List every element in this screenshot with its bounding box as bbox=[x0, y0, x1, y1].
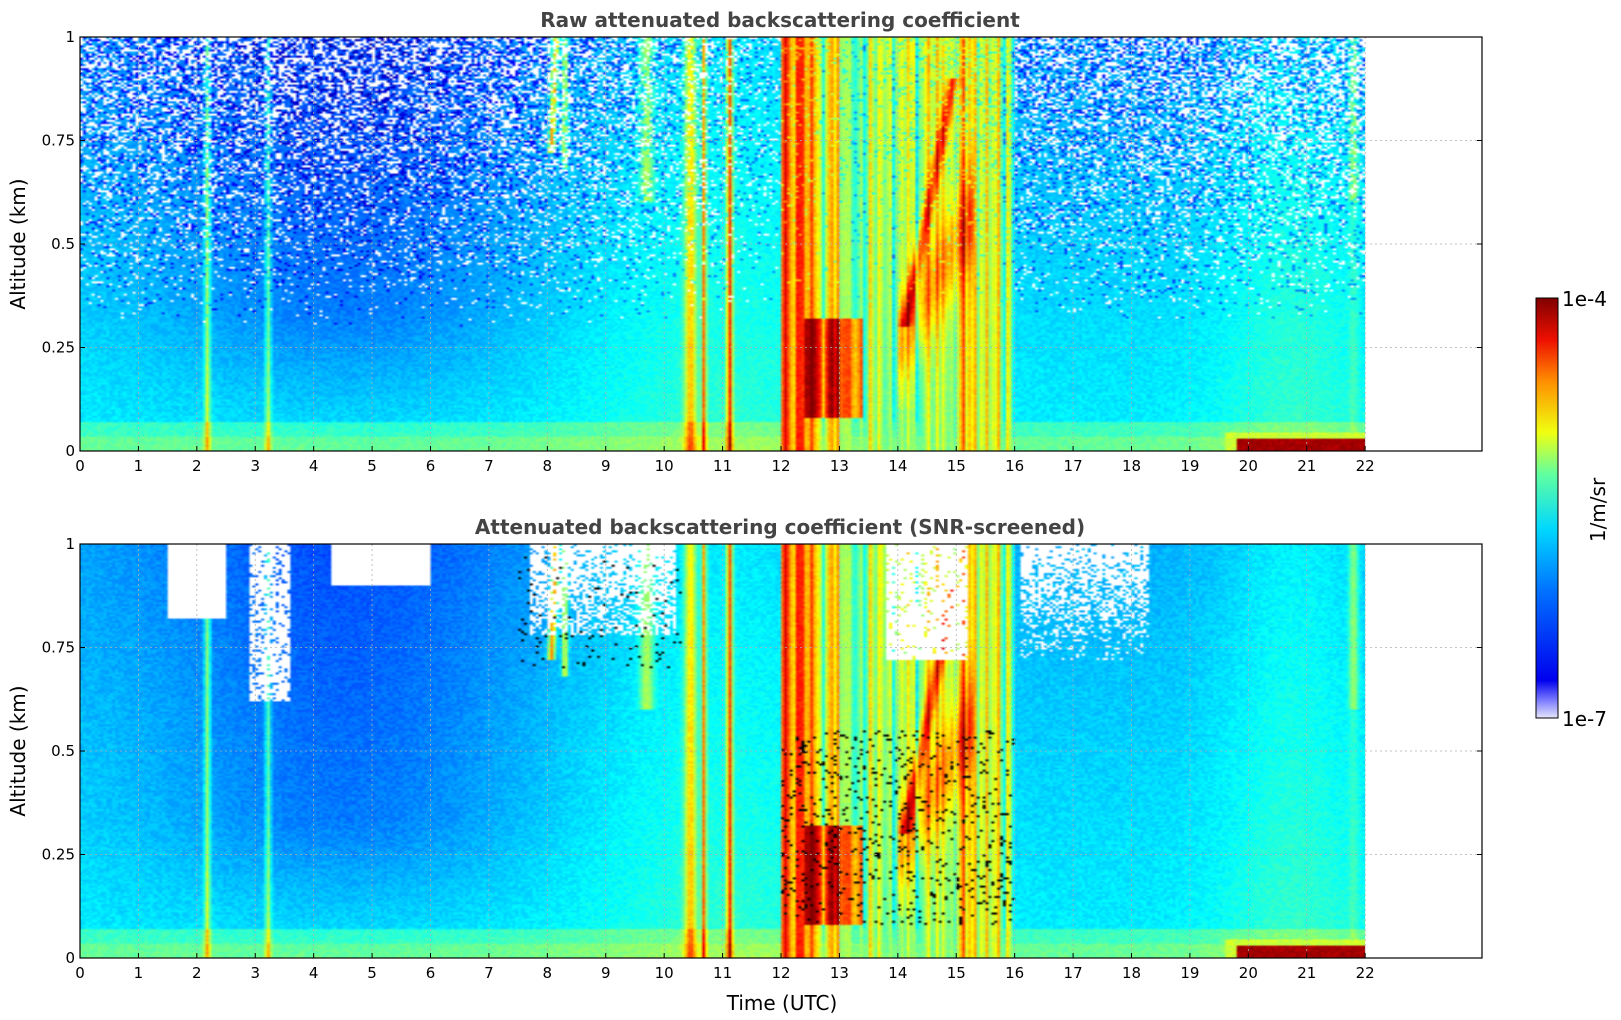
x-tick-label: 18 bbox=[1122, 457, 1141, 475]
x-tick-label: 3 bbox=[250, 457, 260, 475]
x-tick-label: 4 bbox=[309, 964, 319, 982]
y-tick-label: 1 bbox=[65, 28, 75, 46]
x-tick-label: 5 bbox=[367, 964, 377, 982]
x-tick-label: 17 bbox=[1064, 964, 1083, 982]
x-tick-label: 13 bbox=[830, 457, 849, 475]
y-tick-label: 0 bbox=[65, 949, 75, 967]
y-axis-label: Altitude (km) bbox=[6, 685, 30, 816]
x-tick-label: 11 bbox=[713, 457, 732, 475]
x-tick-label: 7 bbox=[484, 964, 494, 982]
y-tick-label: 1 bbox=[65, 535, 75, 553]
x-tick-label: 20 bbox=[1239, 457, 1258, 475]
grid-lines bbox=[80, 37, 1482, 451]
x-tick-label: 22 bbox=[1356, 964, 1375, 982]
x-tick-label: 6 bbox=[426, 964, 436, 982]
y-tick-label: 0.75 bbox=[42, 639, 75, 657]
x-tick-label: 0 bbox=[75, 457, 85, 475]
x-tick-label: 11 bbox=[713, 964, 732, 982]
y-tick-label: 0.5 bbox=[51, 235, 75, 253]
x-tick-label: 10 bbox=[655, 964, 674, 982]
y-tick-label: 0.25 bbox=[42, 846, 75, 864]
x-tick-label: 1 bbox=[134, 457, 144, 475]
x-tick-labels: 0 1 2 3 4 5 6 7 8 9 10 11 12 13 14 15 16 17 18 19 20 21 22 bbox=[75, 953, 1375, 982]
x-tick-label: 17 bbox=[1064, 457, 1083, 475]
x-tick-label: 21 bbox=[1297, 964, 1316, 982]
x-tick-label: 8 bbox=[543, 457, 553, 475]
x-tick-label: 2 bbox=[192, 964, 202, 982]
colorbar: 1e-4 1e-7 1/m/sr bbox=[1535, 287, 1610, 731]
x-tick-label: 9 bbox=[601, 964, 611, 982]
x-tick-label: 13 bbox=[830, 964, 849, 982]
x-tick-label: 14 bbox=[888, 457, 907, 475]
colorbar-gradient bbox=[1535, 297, 1559, 719]
x-axis-label: Time (UTC) bbox=[726, 991, 838, 1015]
panel-raw: Raw attenuated backscattering coefficien… bbox=[6, 8, 1483, 475]
x-tick-labels: 0 1 2 3 4 5 6 7 8 9 10 11 12 13 14 15 16 17 18 19 20 21 22 bbox=[75, 446, 1375, 475]
y-tick-label: 0.5 bbox=[51, 742, 75, 760]
y-tick-label: 0 bbox=[65, 442, 75, 460]
y-tick-labels: 0 0.25 0.5 0.75 1 bbox=[42, 28, 1482, 460]
panel-title: Attenuated backscattering coefficient (S… bbox=[475, 515, 1085, 539]
y-tick-label: 0.25 bbox=[42, 339, 75, 357]
x-tick-label: 20 bbox=[1239, 964, 1258, 982]
y-axis-label: Altitude (km) bbox=[6, 178, 30, 309]
x-tick-label: 2 bbox=[192, 457, 202, 475]
x-tick-label: 16 bbox=[1005, 964, 1024, 982]
colorbar-max-label: 1e-4 bbox=[1562, 287, 1607, 311]
x-tick-label: 18 bbox=[1122, 964, 1141, 982]
panel-title: Raw attenuated backscattering coefficien… bbox=[540, 8, 1020, 32]
x-tick-label: 12 bbox=[771, 457, 790, 475]
panel-screened: Attenuated backscattering coefficient (S… bbox=[6, 515, 1483, 1015]
x-tick-label: 15 bbox=[947, 457, 966, 475]
x-tick-label: 19 bbox=[1180, 964, 1199, 982]
x-tick-label: 4 bbox=[309, 457, 319, 475]
y-tick-label: 0.75 bbox=[42, 132, 75, 150]
x-tick-label: 7 bbox=[484, 457, 494, 475]
x-tick-label: 19 bbox=[1180, 457, 1199, 475]
x-tick-label: 8 bbox=[543, 964, 553, 982]
colorbar-label: 1/m/sr bbox=[1586, 477, 1610, 542]
grid-lines bbox=[80, 544, 1482, 958]
y-tick-labels: 0 0.25 0.5 0.75 1 bbox=[42, 535, 1482, 967]
x-tick-label: 0 bbox=[75, 964, 85, 982]
colorbar-min-label: 1e-7 bbox=[1562, 707, 1607, 731]
x-tick-label: 21 bbox=[1297, 457, 1316, 475]
x-tick-label: 16 bbox=[1005, 457, 1024, 475]
x-tick-label: 10 bbox=[655, 457, 674, 475]
x-tick-label: 22 bbox=[1356, 457, 1375, 475]
x-tick-label: 15 bbox=[947, 964, 966, 982]
x-tick-label: 6 bbox=[426, 457, 436, 475]
x-tick-label: 3 bbox=[250, 964, 260, 982]
x-tick-label: 12 bbox=[771, 964, 790, 982]
x-tick-label: 1 bbox=[134, 964, 144, 982]
x-tick-label: 5 bbox=[367, 457, 377, 475]
x-tick-label: 9 bbox=[601, 457, 611, 475]
x-tick-label: 14 bbox=[888, 964, 907, 982]
